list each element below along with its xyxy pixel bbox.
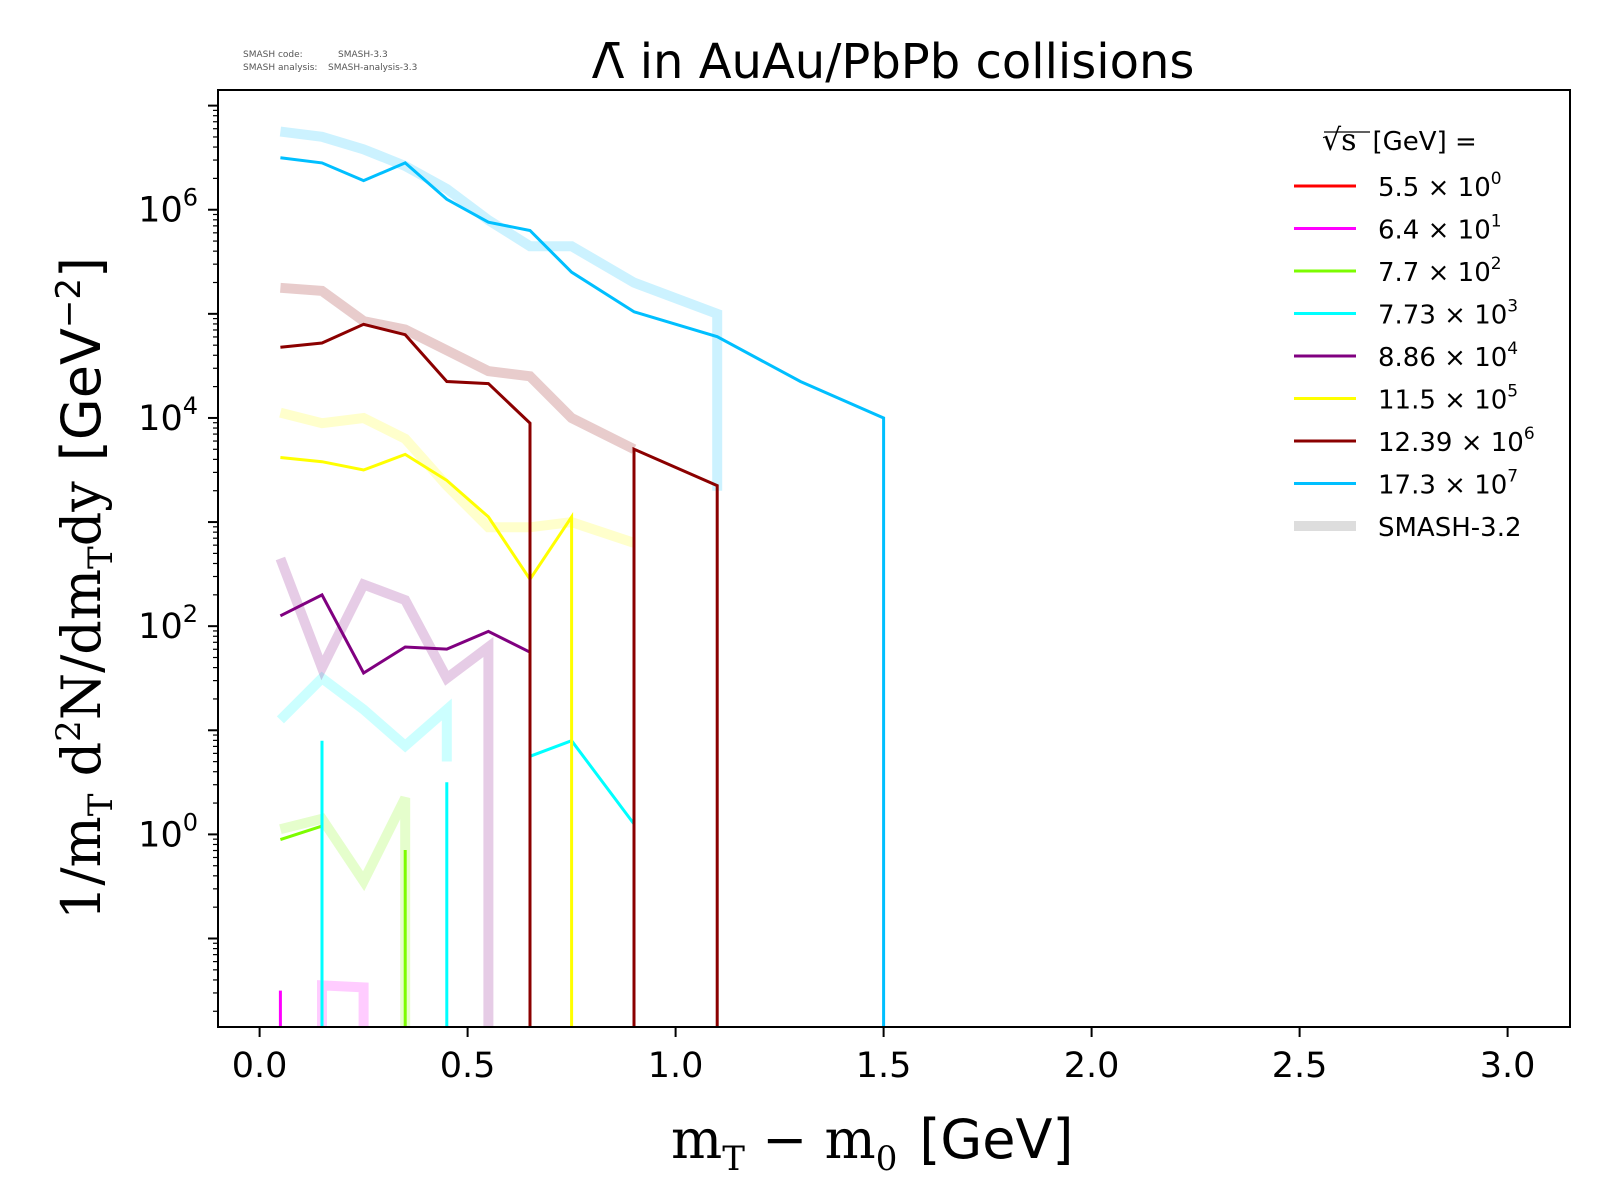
x-axis-label: mT − m0 [GeV] [671, 1108, 1073, 1179]
reference-series-line [279, 126, 723, 491]
smash-code-label: SMASH code: [243, 50, 303, 60]
reference-series-line [280, 282, 637, 454]
series-line [280, 322, 532, 1027]
y-tick-label: 102 [138, 600, 198, 647]
x-tick-label: 2.0 [1064, 1046, 1120, 1086]
y-tick-label: 104 [138, 392, 198, 439]
y-tick-label: 100 [138, 808, 198, 855]
legend-entry-label: 5.5 × 100 [1378, 169, 1502, 203]
legend-entries: 5.5 × 100 6.4 × 101 7.7 × 102 7.73 × 103 8.8… [1294, 169, 1535, 543]
x-tick-label: 2.5 [1272, 1046, 1328, 1086]
reference-series-group [275, 126, 723, 1027]
y-tick-label: 106 [138, 184, 198, 231]
reference-series-line [279, 407, 636, 548]
series-line [280, 156, 886, 1027]
x-tick-label: 1.5 [856, 1046, 912, 1086]
current-series-group [278, 156, 886, 1027]
x-tick-label: 1.0 [648, 1046, 704, 1086]
series-line [280, 452, 574, 1027]
x-tick-label: 0.0 [232, 1046, 288, 1086]
reference-series-line [276, 671, 452, 762]
legend-entry-label: 12.39 × 106 [1378, 424, 1535, 458]
series-line [279, 592, 531, 676]
smash-analysis-label: SMASH analysis: [243, 63, 317, 73]
y-axis-label: 1/mT d2N/dmTdy[GeV−2] [49, 257, 121, 920]
y-axis: 100 102 104 106 [138, 104, 218, 1012]
legend-title: √s [GeV] = [1322, 123, 1477, 158]
series-line [632, 446, 719, 1027]
legend-entry-label: SMASH-3.2 [1378, 513, 1522, 543]
x-tick-label: 0.5 [440, 1046, 496, 1086]
chart-title: Λ̄ in AuAu/PbPb collisions [592, 34, 1195, 90]
legend-entry-label: 8.86 × 104 [1378, 339, 1518, 373]
x-tick-label: 3.0 [1480, 1046, 1536, 1086]
reference-series-line [275, 556, 494, 1027]
legend-entry-label: 11.5 × 105 [1378, 382, 1518, 416]
x-axis: 0.0 0.5 1.0 1.5 2.0 2.5 3.0 [232, 1027, 1536, 1086]
plot-frame [217, 89, 1571, 1028]
legend-entry-label: 7.7 × 102 [1378, 254, 1502, 288]
legend: √s [GeV] = 5.5 × 100 6.4 × 101 7.7 × 102 7.7… [1294, 123, 1535, 543]
legend-entry-label: 6.4 × 101 [1378, 212, 1502, 246]
smash-analysis-value: SMASH-analysis-3.3 [328, 63, 417, 73]
legend-entry-label: 7.73 × 103 [1378, 297, 1518, 331]
smash-code-value: SMASH-3.3 [338, 50, 388, 60]
legend-entry-label: 17.3 × 107 [1378, 467, 1518, 501]
